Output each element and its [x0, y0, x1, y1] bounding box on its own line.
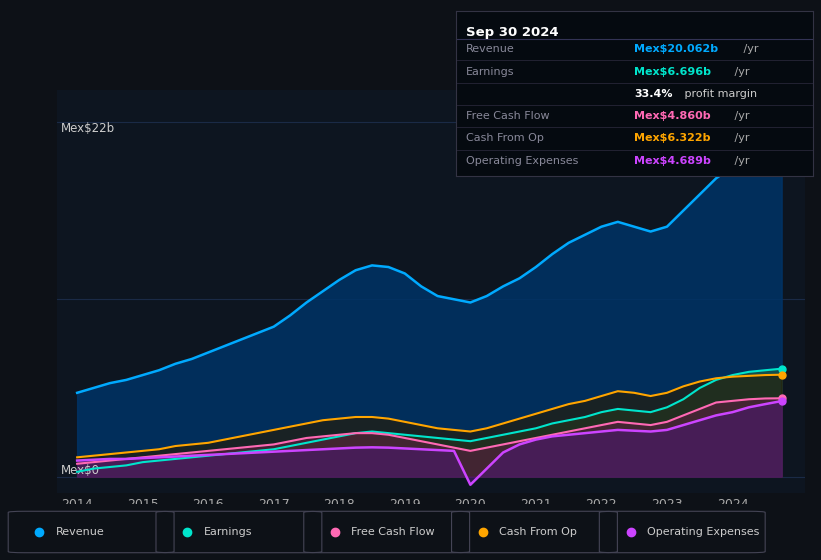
- Text: Sep 30 2024: Sep 30 2024: [466, 26, 559, 39]
- Text: Operating Expenses: Operating Expenses: [466, 156, 579, 166]
- Text: Cash From Op: Cash From Op: [499, 527, 577, 537]
- Text: Mex$22b: Mex$22b: [62, 122, 115, 135]
- Text: Mex$4.689b: Mex$4.689b: [635, 156, 711, 166]
- Text: profit margin: profit margin: [681, 89, 757, 99]
- Text: Operating Expenses: Operating Expenses: [647, 527, 759, 537]
- Text: Earnings: Earnings: [204, 527, 252, 537]
- Text: Earnings: Earnings: [466, 67, 515, 77]
- Text: Revenue: Revenue: [56, 527, 104, 537]
- Text: Revenue: Revenue: [466, 44, 515, 54]
- Text: /yr: /yr: [731, 111, 749, 121]
- Text: Mex$0: Mex$0: [62, 464, 100, 477]
- Text: /yr: /yr: [731, 133, 749, 143]
- Text: Cash From Op: Cash From Op: [466, 133, 544, 143]
- Text: Free Cash Flow: Free Cash Flow: [466, 111, 550, 121]
- Text: 33.4%: 33.4%: [635, 89, 672, 99]
- Text: /yr: /yr: [731, 67, 749, 77]
- Text: Free Cash Flow: Free Cash Flow: [351, 527, 435, 537]
- Text: /yr: /yr: [731, 156, 749, 166]
- Text: Mex$4.860b: Mex$4.860b: [635, 111, 711, 121]
- Text: /yr: /yr: [741, 44, 759, 54]
- Text: Mex$20.062b: Mex$20.062b: [635, 44, 718, 54]
- Text: Mex$6.322b: Mex$6.322b: [635, 133, 711, 143]
- Text: Mex$6.696b: Mex$6.696b: [635, 67, 711, 77]
